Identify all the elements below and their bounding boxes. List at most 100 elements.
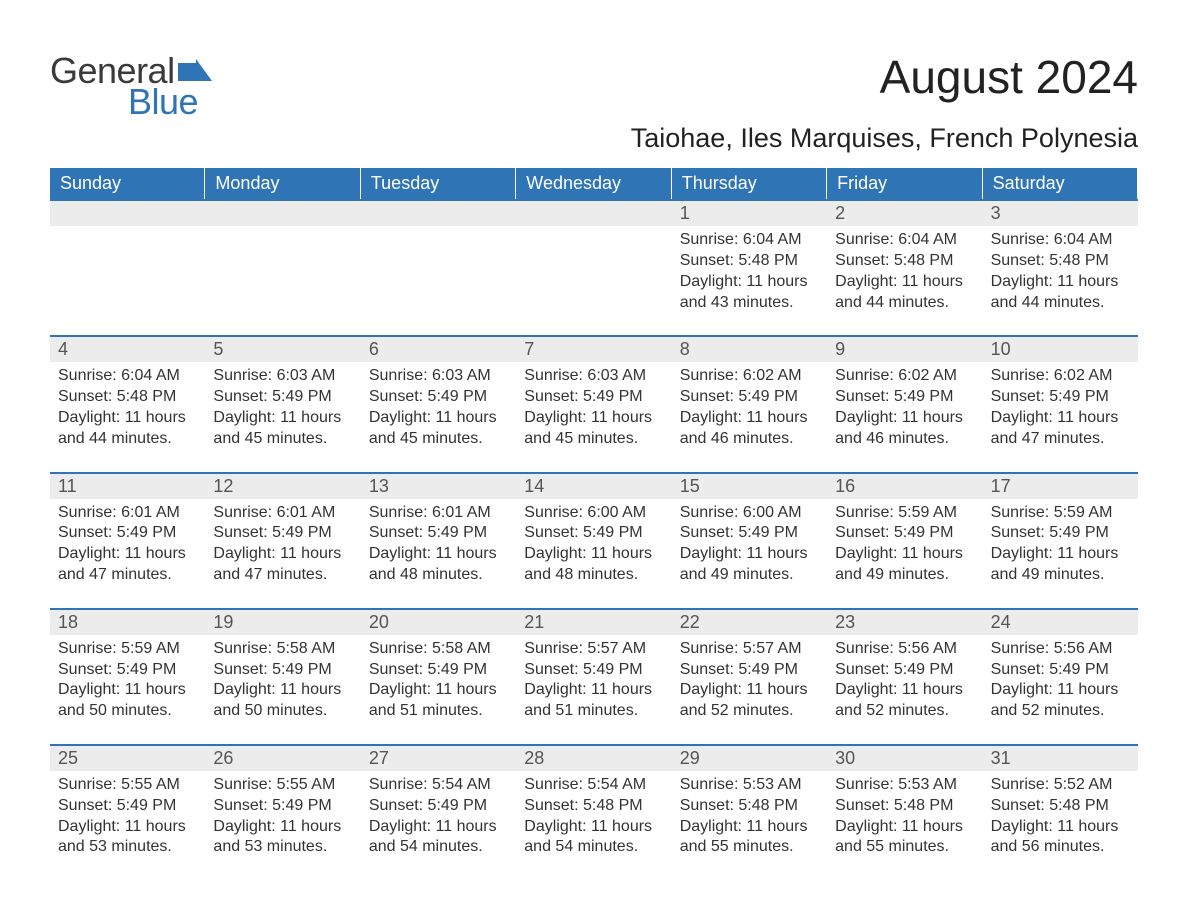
- day-info: Sunrise: 6:04 AMSunset: 5:48 PMDaylight:…: [827, 230, 982, 313]
- day-info: Sunrise: 6:01 AMSunset: 5:49 PMDaylight:…: [361, 503, 516, 586]
- day-header: Thursday: [672, 168, 827, 199]
- day-info: Sunrise: 5:54 AMSunset: 5:49 PMDaylight:…: [361, 775, 516, 858]
- day-number: 15: [672, 472, 827, 499]
- sunset-line: Sunset: 5:48 PM: [991, 796, 1130, 817]
- sunrise-line: Sunrise: 5:58 AM: [213, 639, 352, 660]
- sunset-line: Sunset: 5:48 PM: [524, 796, 663, 817]
- day-number: 24: [983, 608, 1138, 635]
- daylight-line: Daylight: 11 hours and 50 minutes.: [213, 680, 352, 722]
- day-number: 14: [516, 472, 671, 499]
- day-number: 31: [983, 744, 1138, 771]
- day-number: 22: [672, 608, 827, 635]
- day-cell: 31Sunrise: 5:52 AMSunset: 5:48 PMDayligh…: [983, 744, 1138, 880]
- daylight-line: Daylight: 11 hours and 49 minutes.: [991, 544, 1130, 586]
- sunrise-line: Sunrise: 6:01 AM: [213, 503, 352, 524]
- daylight-line: Daylight: 11 hours and 45 minutes.: [369, 408, 508, 450]
- daylight-line: Daylight: 11 hours and 45 minutes.: [213, 408, 352, 450]
- day-number: 26: [205, 744, 360, 771]
- sunrise-line: Sunrise: 6:03 AM: [369, 366, 508, 387]
- day-header: Sunday: [50, 168, 205, 199]
- sunrise-line: Sunrise: 5:57 AM: [524, 639, 663, 660]
- daylight-line: Daylight: 11 hours and 49 minutes.: [680, 544, 819, 586]
- day-cell: 15 Sunrise: 6:00 AMSunset: 5:49 PMDayligh…: [672, 472, 827, 608]
- daylight-line: Daylight: 11 hours and 53 minutes.: [213, 817, 352, 859]
- day-cell: 11Sunrise: 6:01 AMSunset: 5:49 PMDayligh…: [50, 472, 205, 608]
- day-number: 21: [516, 608, 671, 635]
- day-number: 3: [983, 199, 1138, 226]
- sunrise-line: Sunrise: 6:01 AM: [58, 503, 197, 524]
- day-strip-empty: [361, 199, 516, 226]
- day-number: 8: [672, 335, 827, 362]
- day-cell: 18Sunrise: 5:59 AMSunset: 5:49 PMDayligh…: [50, 608, 205, 744]
- day-cell: 21Sunrise: 5:57 AMSunset: 5:49 PMDayligh…: [516, 608, 671, 744]
- daylight-line: Daylight: 11 hours and 43 minutes.: [680, 272, 819, 314]
- day-cell: 26 Sunrise: 5:55 AMSunset: 5:49 PMDayligh…: [205, 744, 360, 880]
- day-info: Sunrise: 5:58 AMSunset: 5:49 PMDaylight:…: [361, 639, 516, 722]
- page-title: August 2024: [880, 50, 1138, 104]
- daylight-line: Daylight: 11 hours and 52 minutes.: [991, 680, 1130, 722]
- day-header: Saturday: [983, 168, 1138, 199]
- daylight-line: Daylight: 11 hours and 52 minutes.: [680, 680, 819, 722]
- day-info: Sunrise: 6:03 AMSunset: 5:49 PMDaylight:…: [361, 366, 516, 449]
- daylight-line: Daylight: 11 hours and 44 minutes.: [835, 272, 974, 314]
- sunrise-line: Sunrise: 6:04 AM: [58, 366, 197, 387]
- sunrise-line: Sunrise: 5:53 AM: [680, 775, 819, 796]
- empty-cell: [205, 199, 360, 335]
- daylight-line: Daylight: 11 hours and 56 minutes.: [991, 817, 1130, 859]
- day-number: 10: [983, 335, 1138, 362]
- daylight-line: Daylight: 11 hours and 46 minutes.: [680, 408, 819, 450]
- sunset-line: Sunset: 5:49 PM: [835, 387, 974, 408]
- sunset-line: Sunset: 5:49 PM: [680, 387, 819, 408]
- day-number: 12: [205, 472, 360, 499]
- sunset-line: Sunset: 5:48 PM: [991, 251, 1130, 272]
- day-cell: 3 Sunrise: 6:04 AMSunset: 5:48 PMDaylight…: [983, 199, 1138, 335]
- sunset-line: Sunset: 5:48 PM: [680, 251, 819, 272]
- day-number: 30: [827, 744, 982, 771]
- day-cell: 30 Sunrise: 5:53 AMSunset: 5:48 PMDayligh…: [827, 744, 982, 880]
- sunrise-line: Sunrise: 6:00 AM: [524, 503, 663, 524]
- day-cell: 23Sunrise: 5:56 AMSunset: 5:49 PMDayligh…: [827, 608, 982, 744]
- day-cell: 16Sunrise: 5:59 AMSunset: 5:49 PMDayligh…: [827, 472, 982, 608]
- sunset-line: Sunset: 5:49 PM: [835, 523, 974, 544]
- logo-word2: Blue: [128, 87, 212, 118]
- day-cell: 28Sunrise: 5:54 AMSunset: 5:48 PMDayligh…: [516, 744, 671, 880]
- day-info: Sunrise: 5:53 AMSunset: 5:48 PMDaylight:…: [672, 775, 827, 858]
- sunset-line: Sunset: 5:49 PM: [58, 523, 197, 544]
- day-info: Sunrise: 5:53 AMSunset: 5:48 PMDaylight:…: [827, 775, 982, 858]
- day-cell: 25Sunrise: 5:55 AMSunset: 5:49 PMDayligh…: [50, 744, 205, 880]
- daylight-line: Daylight: 11 hours and 54 minutes.: [369, 817, 508, 859]
- day-info: Sunrise: 6:03 AMSunset: 5:49 PMDaylight:…: [516, 366, 671, 449]
- sunrise-line: Sunrise: 6:01 AM: [369, 503, 508, 524]
- day-number: 17: [983, 472, 1138, 499]
- sunrise-line: Sunrise: 5:54 AM: [369, 775, 508, 796]
- day-cell: 9Sunrise: 6:02 AMSunset: 5:49 PMDaylight…: [827, 335, 982, 471]
- page-subtitle: Taiohae, Iles Marquises, French Polynesi…: [50, 123, 1138, 154]
- sunset-line: Sunset: 5:48 PM: [680, 796, 819, 817]
- day-info: Sunrise: 5:55 AMSunset: 5:49 PMDaylight:…: [50, 775, 205, 858]
- day-cell: 27Sunrise: 5:54 AMSunset: 5:49 PMDayligh…: [361, 744, 516, 880]
- day-info: Sunrise: 6:00 AMSunset: 5:49 PMDaylight:…: [672, 503, 827, 586]
- daylight-line: Daylight: 11 hours and 44 minutes.: [991, 272, 1130, 314]
- daylight-line: Daylight: 11 hours and 47 minutes.: [991, 408, 1130, 450]
- day-number: 20: [361, 608, 516, 635]
- sunrise-line: Sunrise: 6:04 AM: [991, 230, 1130, 251]
- sunrise-line: Sunrise: 5:56 AM: [835, 639, 974, 660]
- day-number: 29: [672, 744, 827, 771]
- day-header: Friday: [827, 168, 982, 199]
- day-number: 16: [827, 472, 982, 499]
- day-cell: 20 Sunrise: 5:58 AMSunset: 5:49 PMDayligh…: [361, 608, 516, 744]
- day-info: Sunrise: 6:01 AMSunset: 5:49 PMDaylight:…: [50, 503, 205, 586]
- day-info: Sunrise: 6:04 AMSunset: 5:48 PMDaylight:…: [983, 230, 1138, 313]
- day-number: 19: [205, 608, 360, 635]
- day-cell: 1Sunrise: 6:04 AMSunset: 5:48 PMDaylight…: [672, 199, 827, 335]
- sunset-line: Sunset: 5:49 PM: [369, 660, 508, 681]
- day-cell: 12Sunrise: 6:01 AMSunset: 5:49 PMDayligh…: [205, 472, 360, 608]
- day-info: Sunrise: 5:58 AMSunset: 5:49 PMDaylight:…: [205, 639, 360, 722]
- day-cell: 13Sunrise: 6:01 AMSunset: 5:49 PMDayligh…: [361, 472, 516, 608]
- sunrise-line: Sunrise: 5:53 AM: [835, 775, 974, 796]
- daylight-line: Daylight: 11 hours and 47 minutes.: [213, 544, 352, 586]
- day-info: Sunrise: 5:55 AMSunset: 5:49 PMDaylight:…: [205, 775, 360, 858]
- sunset-line: Sunset: 5:49 PM: [213, 796, 352, 817]
- day-cell: 2Sunrise: 6:04 AMSunset: 5:48 PMDaylight…: [827, 199, 982, 335]
- daylight-line: Daylight: 11 hours and 47 minutes.: [58, 544, 197, 586]
